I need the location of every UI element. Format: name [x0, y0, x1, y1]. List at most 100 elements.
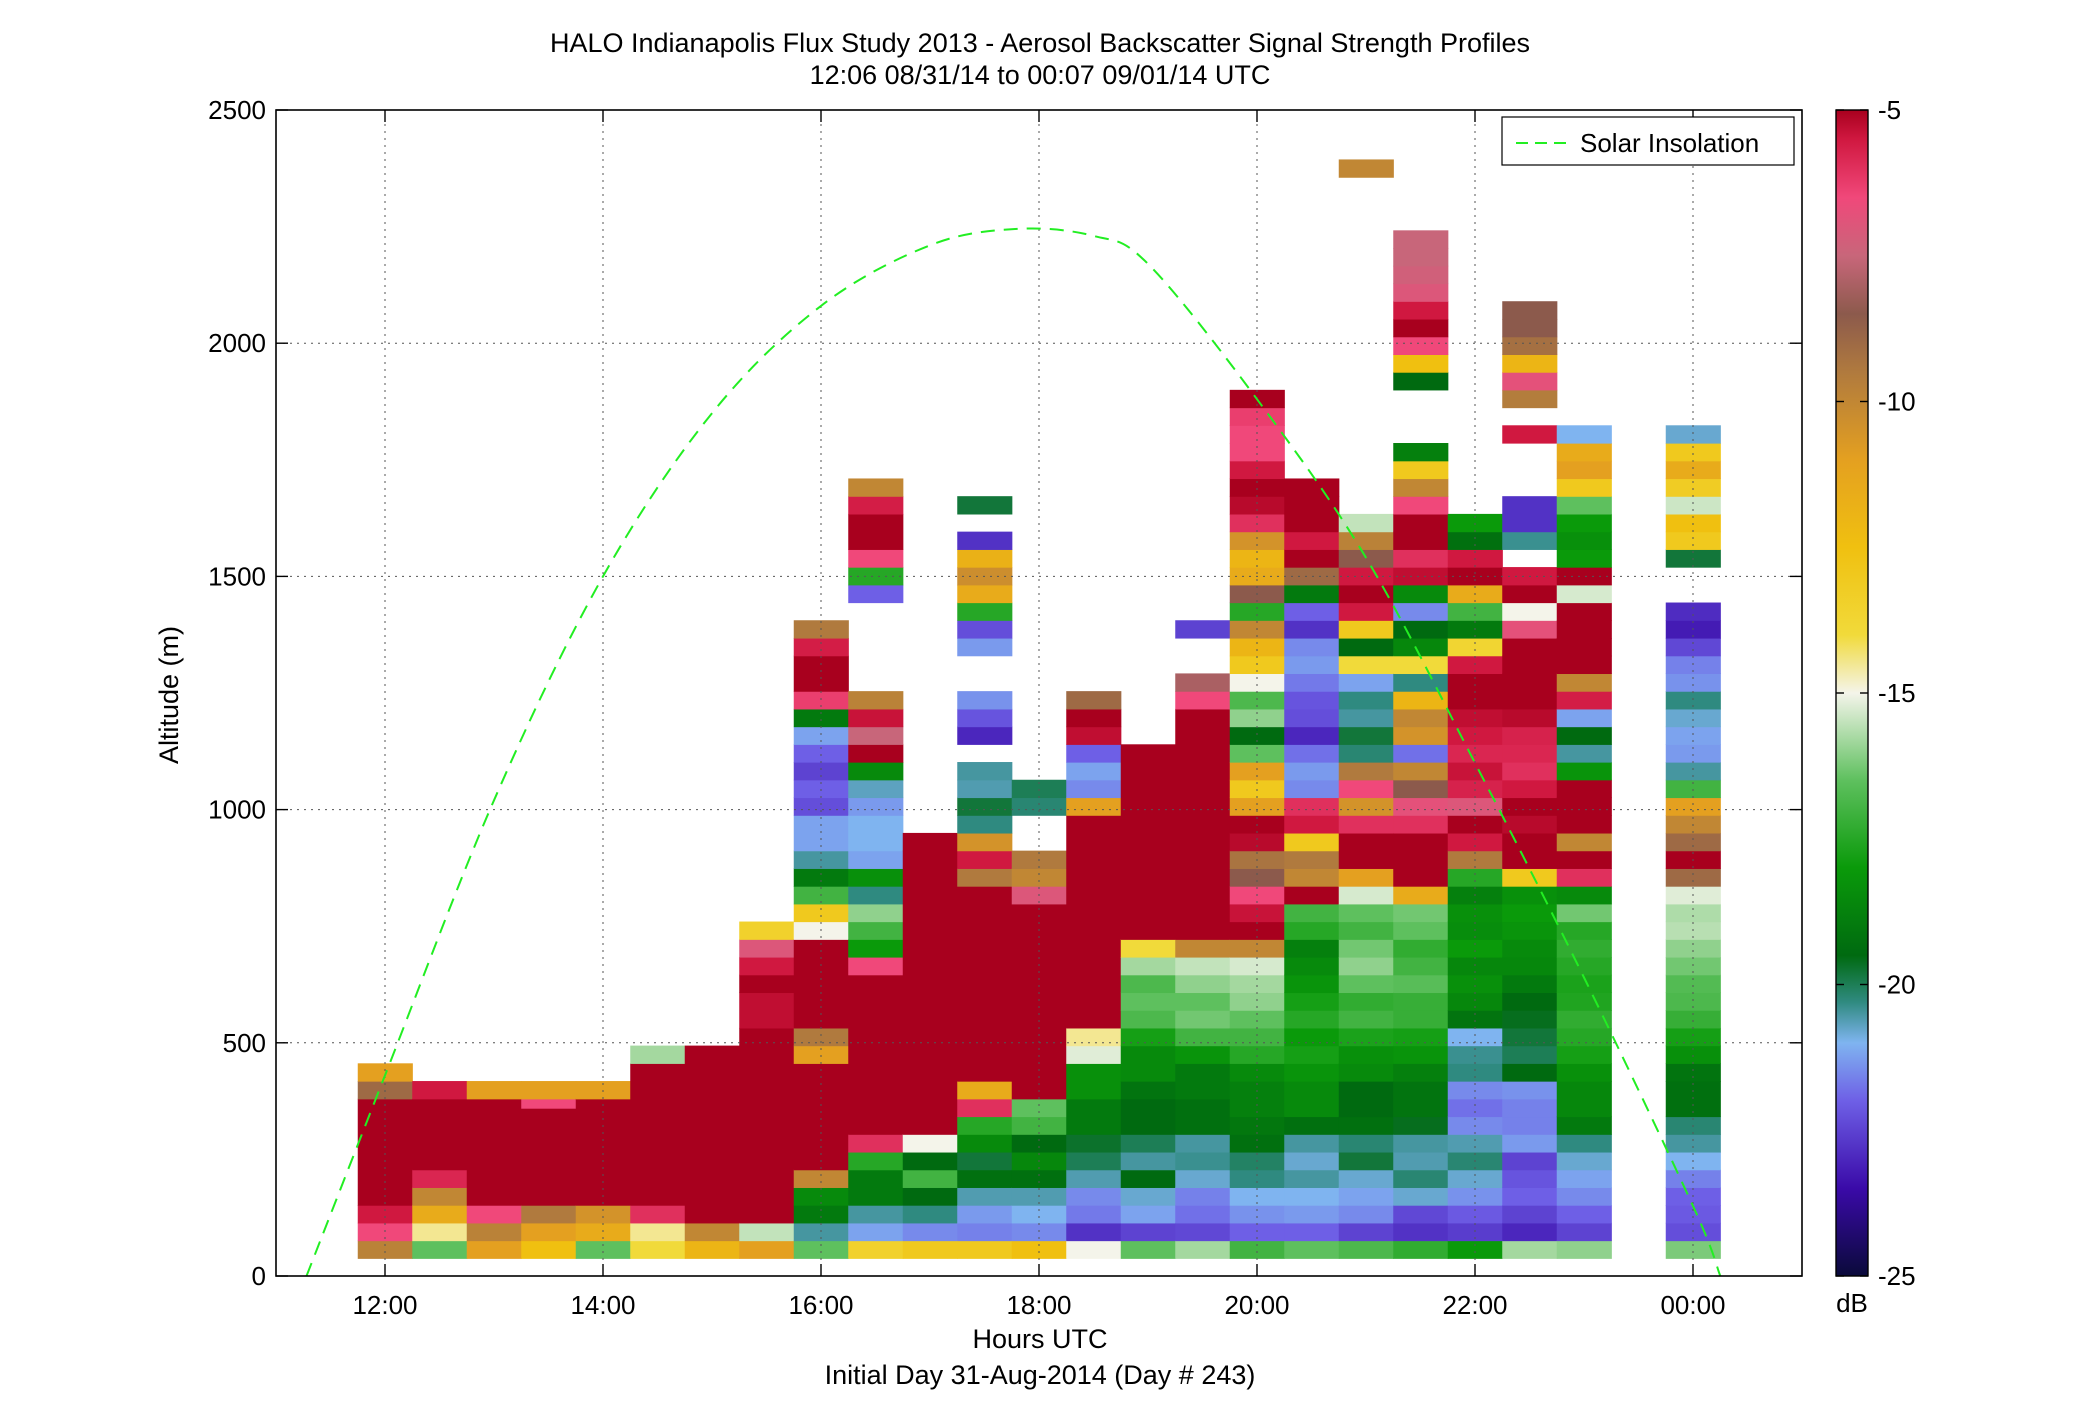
heatmap-cell: [466, 1240, 522, 1259]
heatmap-cell: [1066, 744, 1122, 763]
heatmap-cell: [1556, 992, 1612, 1011]
heatmap-cell: [1556, 815, 1612, 834]
heatmap-cell: [1393, 584, 1449, 604]
heatmap-cell: [848, 974, 904, 1029]
heatmap-cell: [466, 1098, 522, 1206]
heatmap-cell: [1556, 1081, 1612, 1118]
heatmap-cell: [1284, 1187, 1340, 1206]
heatmap-cell: [1175, 1134, 1231, 1153]
heatmap-cell: [1011, 1205, 1067, 1224]
heatmap-cell: [466, 1222, 522, 1242]
heatmap-cell: [1665, 779, 1721, 799]
heatmap-cell: [1284, 1116, 1340, 1135]
heatmap-cell: [1556, 832, 1612, 852]
heatmap-cell: [1502, 868, 1558, 887]
heatmap-cell: [848, 779, 904, 799]
heatmap-cell: [1011, 1169, 1067, 1188]
heatmap-cell: [1175, 691, 1231, 710]
heatmap-cell: [1556, 1063, 1612, 1082]
heatmap-cell: [1393, 744, 1449, 763]
heatmap-cell: [1066, 797, 1122, 816]
heatmap-cell: [1393, 1027, 1449, 1047]
heatmap-cell: [739, 921, 795, 940]
heatmap-cell: [1229, 726, 1285, 745]
heatmap-cell: [1393, 779, 1449, 799]
legend-box: [1501, 116, 1795, 166]
heatmap-cell: [848, 903, 904, 923]
heatmap-cell: [466, 1205, 522, 1224]
heatmap-cell: [1556, 549, 1612, 568]
heatmap-cell: [1338, 744, 1394, 763]
colorbar: [1835, 109, 1869, 1277]
x-axis-label: Hours UTC: [972, 1324, 1107, 1354]
heatmap-cell: [1502, 673, 1558, 692]
heatmap-cell: [1284, 496, 1340, 515]
heatmap-cell: [1665, 1063, 1721, 1082]
heatmap-cell: [1338, 673, 1394, 692]
heatmap-cell: [1338, 762, 1394, 781]
heatmap-cell: [1284, 673, 1340, 692]
heatmap-cell: [1502, 1027, 1558, 1047]
heatmap-cell: [630, 1205, 686, 1224]
heatmap-cell: [1066, 1169, 1122, 1188]
heatmap-cell: [957, 1169, 1013, 1188]
heatmap-cell: [1066, 1187, 1122, 1206]
heatmap-cell: [1284, 1134, 1340, 1153]
heatmap-cell: [1175, 1098, 1231, 1135]
heatmap-cell: [1011, 779, 1067, 799]
heatmap-cell: [1393, 956, 1449, 976]
heatmap-cell: [1393, 1151, 1449, 1171]
heatmap-cell: [848, 549, 904, 568]
heatmap-cell: [1447, 956, 1503, 976]
heatmap-cell: [1665, 726, 1721, 745]
heatmap-cell: [630, 1045, 686, 1064]
heatmap-cell: [1175, 1187, 1231, 1206]
heatmap-cell: [1175, 974, 1231, 994]
heatmap-cell: [1447, 691, 1503, 710]
heatmap-cell: [1229, 868, 1285, 887]
heatmap-cell: [957, 496, 1013, 515]
heatmap-cell: [1556, 903, 1612, 923]
heatmap-cell: [957, 886, 1013, 1082]
heatmap-cell: [1393, 673, 1449, 692]
heatmap-cell: [1556, 744, 1612, 763]
heatmap-cell: [575, 1098, 631, 1206]
heatmap-cell: [1284, 1063, 1340, 1082]
heatmap-cell: [1120, 1187, 1176, 1206]
heatmap-cell: [1120, 744, 1176, 940]
heatmap-cell: [1502, 637, 1558, 657]
heatmap-cell: [848, 513, 904, 550]
heatmap-cell: [1284, 584, 1340, 604]
heatmap-cell: [1502, 655, 1558, 675]
heatmap-cell: [1556, 531, 1612, 550]
colorbar-tick-label: -5: [1878, 95, 1901, 125]
heatmap-cell: [1011, 1240, 1067, 1259]
heatmap-cell: [1229, 992, 1285, 1011]
heatmap-cell: [1502, 584, 1558, 604]
colorbar-unit-label: dB: [1836, 1288, 1868, 1318]
heatmap-cell: [1229, 1205, 1285, 1224]
heatmap-cell: [1338, 602, 1394, 621]
heatmap-cell: [1447, 939, 1503, 958]
heatmap-cell: [1066, 708, 1122, 728]
heatmap-cell: [1393, 992, 1449, 1011]
x-tick-label: 22:00: [1442, 1290, 1507, 1320]
heatmap-cell: [1556, 620, 1612, 639]
heatmap-cell: [575, 1240, 631, 1259]
heatmap-cell: [1066, 1151, 1122, 1171]
heatmap-cell: [957, 531, 1013, 550]
heatmap-cell: [1284, 832, 1340, 852]
heatmap-cell: [1447, 1098, 1503, 1118]
heatmap-cell: [1120, 1205, 1176, 1224]
heatmap-cell: [1338, 655, 1394, 675]
heatmap-cell: [739, 1222, 795, 1242]
heatmap-cell: [848, 1081, 904, 1135]
heatmap-cell: [1502, 531, 1558, 550]
heatmap-cell: [1393, 248, 1449, 267]
heatmap-cell: [1338, 726, 1394, 745]
heatmap-cell: [848, 1222, 904, 1242]
heatmap-cell: [1229, 425, 1285, 444]
x-tick-label: 12:00: [352, 1290, 417, 1320]
heatmap-cell: [793, 797, 849, 816]
heatmap-cell: [1393, 443, 1449, 462]
